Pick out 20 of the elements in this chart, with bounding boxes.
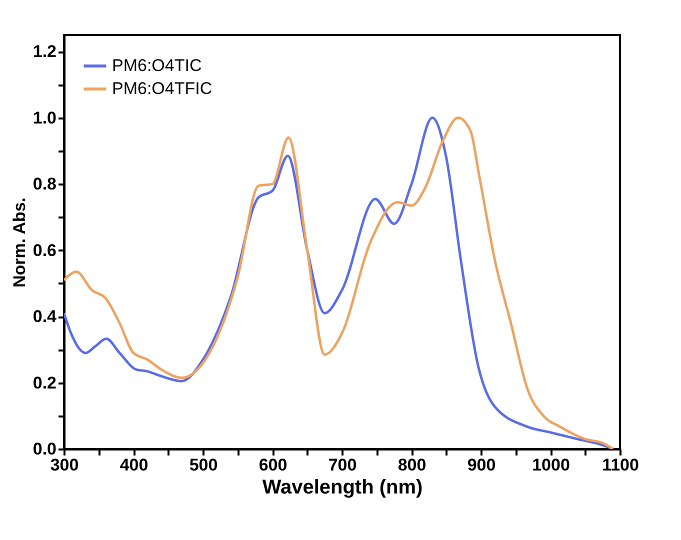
x-tick-label: 700 bbox=[328, 456, 357, 474]
x-tick-label: 300 bbox=[50, 456, 79, 474]
y-axis-title: Norm. Abs. bbox=[10, 197, 29, 288]
x-tick-label: 800 bbox=[398, 456, 426, 474]
y-tick-label: 0.6 bbox=[32, 240, 56, 260]
x-tick-label: 1000 bbox=[532, 456, 570, 474]
x-tick-label: 600 bbox=[258, 456, 288, 474]
y-tick-label: 1.2 bbox=[32, 42, 56, 62]
legend-label: PM6:O4TFIC bbox=[112, 79, 212, 98]
y-tick-label: 0.8 bbox=[32, 174, 56, 194]
x-tick-label: 900 bbox=[467, 456, 496, 474]
x-tick-label: 1100 bbox=[602, 456, 639, 474]
y-tick-label: 1.0 bbox=[32, 108, 56, 128]
x-tick-label: 400 bbox=[120, 456, 148, 474]
legend-label: PM6:O4TIC bbox=[112, 56, 202, 75]
y-tick-label: 0.0 bbox=[32, 440, 56, 458]
y-tick-label: 0.2 bbox=[32, 373, 56, 392]
y-tick-label: 0.4 bbox=[32, 307, 58, 326]
x-axis-title: Wavelength (nm) bbox=[262, 476, 423, 498]
x-tick-label: 500 bbox=[189, 456, 218, 474]
